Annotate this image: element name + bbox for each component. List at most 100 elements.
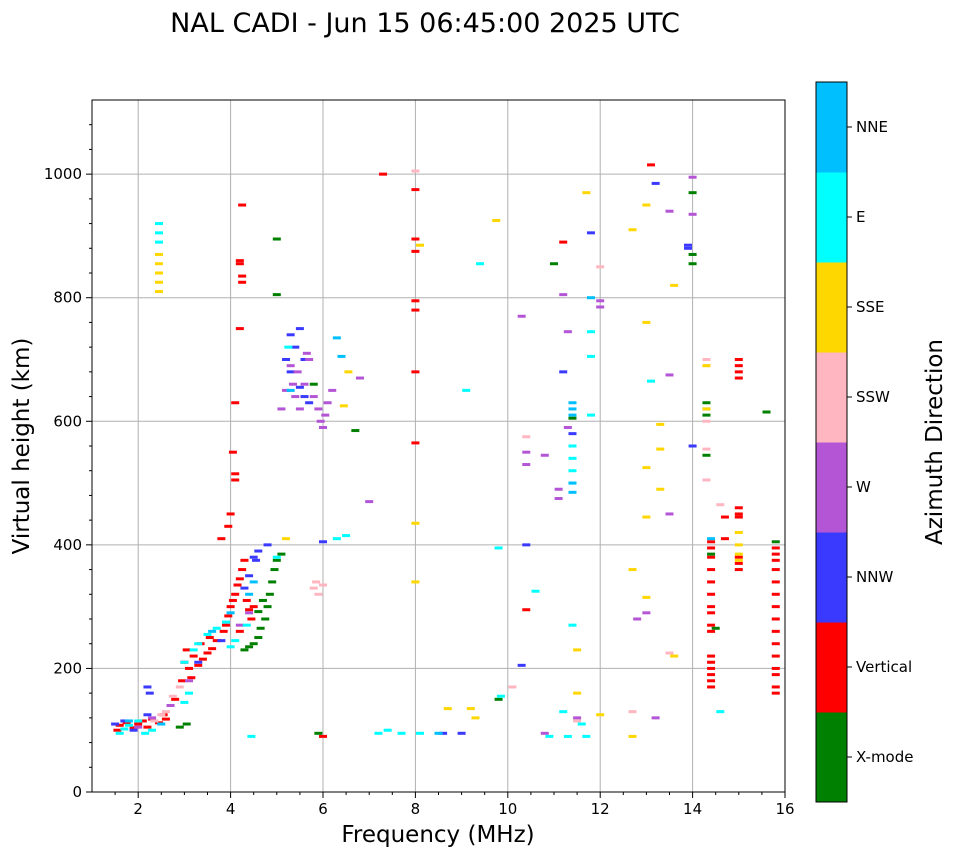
data-point-e	[545, 734, 554, 738]
data-point-ssw	[702, 447, 711, 451]
data-point-ssw	[168, 694, 177, 698]
data-point-sse	[344, 370, 353, 374]
data-point-e	[383, 728, 392, 732]
data-point-sse	[702, 364, 711, 368]
data-point-w	[688, 175, 697, 179]
data-point-e	[563, 734, 572, 738]
data-point-vertical	[115, 723, 124, 727]
data-point-vertical	[707, 623, 716, 627]
data-point-nnw	[245, 574, 254, 578]
data-point-vertical	[771, 568, 780, 572]
data-point-vertical	[707, 580, 716, 584]
data-point-sse	[702, 407, 711, 411]
data-point-sse	[492, 218, 501, 222]
data-point-nnw	[129, 728, 138, 732]
data-point-vertical	[224, 524, 233, 528]
data-point-nne	[332, 336, 341, 340]
y-axis-ticks: 0 200 400 600 800 1000	[44, 124, 92, 801]
x-axis-label: Frequency (MHz)	[341, 822, 534, 848]
data-point-vertical	[734, 555, 743, 559]
data-point-sse	[656, 487, 665, 491]
data-point-w	[277, 407, 286, 411]
data-point-e	[577, 722, 586, 726]
data-point-sse	[443, 707, 452, 711]
data-point-e	[115, 731, 124, 735]
data-point-vertical	[720, 537, 729, 541]
data-point-nnw	[439, 731, 448, 735]
data-point-w	[321, 413, 330, 417]
data-point-e	[272, 555, 281, 559]
colorbar-tick-label: NNE	[856, 118, 888, 136]
data-point-vertical	[161, 717, 170, 721]
data-point-nnw	[517, 663, 526, 667]
colorbar-segment	[816, 442, 847, 533]
data-point-sse	[154, 271, 163, 275]
data-point-vertical	[245, 608, 254, 612]
data-point-vertical	[203, 651, 212, 655]
data-point-nnw	[319, 540, 327, 544]
data-point-e	[397, 731, 406, 735]
data-point-w	[573, 716, 582, 720]
data-point-e	[374, 731, 383, 735]
data-point-vertical	[707, 673, 716, 677]
data-point-vertical	[734, 358, 743, 361]
data-point-nnw	[683, 246, 692, 250]
data-point-vertical	[122, 721, 131, 725]
data-point-w	[295, 407, 304, 411]
data-point-x-mode	[707, 552, 716, 556]
data-point-vertical	[707, 654, 716, 658]
x-tick-label: 4	[226, 800, 236, 818]
data-point-x-mode	[277, 552, 286, 556]
data-point-w	[563, 425, 572, 429]
plot-area	[92, 100, 785, 792]
data-point-nnw	[217, 639, 226, 643]
data-point-nnw	[249, 555, 258, 559]
data-point-nnw	[457, 731, 466, 735]
data-point-x-mode	[182, 722, 191, 726]
data-point-x-mode	[249, 642, 258, 646]
data-point-sse	[154, 252, 163, 256]
data-point-vertical	[411, 370, 420, 374]
colorbar-segment	[816, 532, 847, 623]
colorbar-tick-label: SSW	[856, 388, 890, 406]
data-point-vertical	[707, 540, 716, 544]
data-point-vertical	[771, 558, 780, 562]
data-point-w	[286, 364, 295, 368]
data-point-nnw	[683, 243, 692, 247]
data-point-vertical	[208, 647, 217, 651]
data-point-w	[235, 623, 244, 627]
data-point-x-mode	[254, 636, 263, 640]
data-point-w	[665, 512, 674, 516]
data-point-vertical	[707, 611, 716, 615]
data-point-nnw	[286, 370, 295, 374]
data-point-nnw	[568, 432, 577, 436]
data-point-sse	[466, 707, 475, 711]
data-point-w	[596, 305, 605, 309]
data-point-w	[291, 395, 300, 399]
data-point-vertical	[235, 327, 244, 331]
data-point-sse	[642, 515, 651, 519]
data-point-e	[284, 345, 293, 349]
data-point-vertical	[217, 537, 226, 541]
data-point-nnw	[300, 358, 309, 361]
data-point-x-mode	[258, 598, 267, 602]
data-point-vertical	[707, 679, 716, 683]
data-point-ssw	[716, 503, 725, 507]
data-point-vertical	[771, 629, 780, 633]
data-point-vertical	[707, 546, 716, 550]
data-point-e	[476, 262, 485, 266]
data-point-nne	[245, 592, 254, 596]
data-point-ssw	[411, 169, 420, 173]
data-point-vertical	[247, 617, 256, 621]
data-point-sse	[411, 580, 420, 584]
data-point-nne	[337, 354, 346, 358]
x-tick-label: 14	[683, 800, 702, 818]
data-point-sse	[656, 422, 665, 426]
chart-title: NAL CADI - Jun 15 06:45:00 2025 UTC	[170, 8, 680, 39]
data-point-w	[554, 487, 563, 491]
data-point-x-mode	[702, 453, 711, 457]
data-point-nnw	[240, 586, 249, 590]
data-point-w	[355, 376, 364, 380]
data-point-sse	[411, 521, 420, 525]
data-point-x-mode	[272, 293, 281, 297]
